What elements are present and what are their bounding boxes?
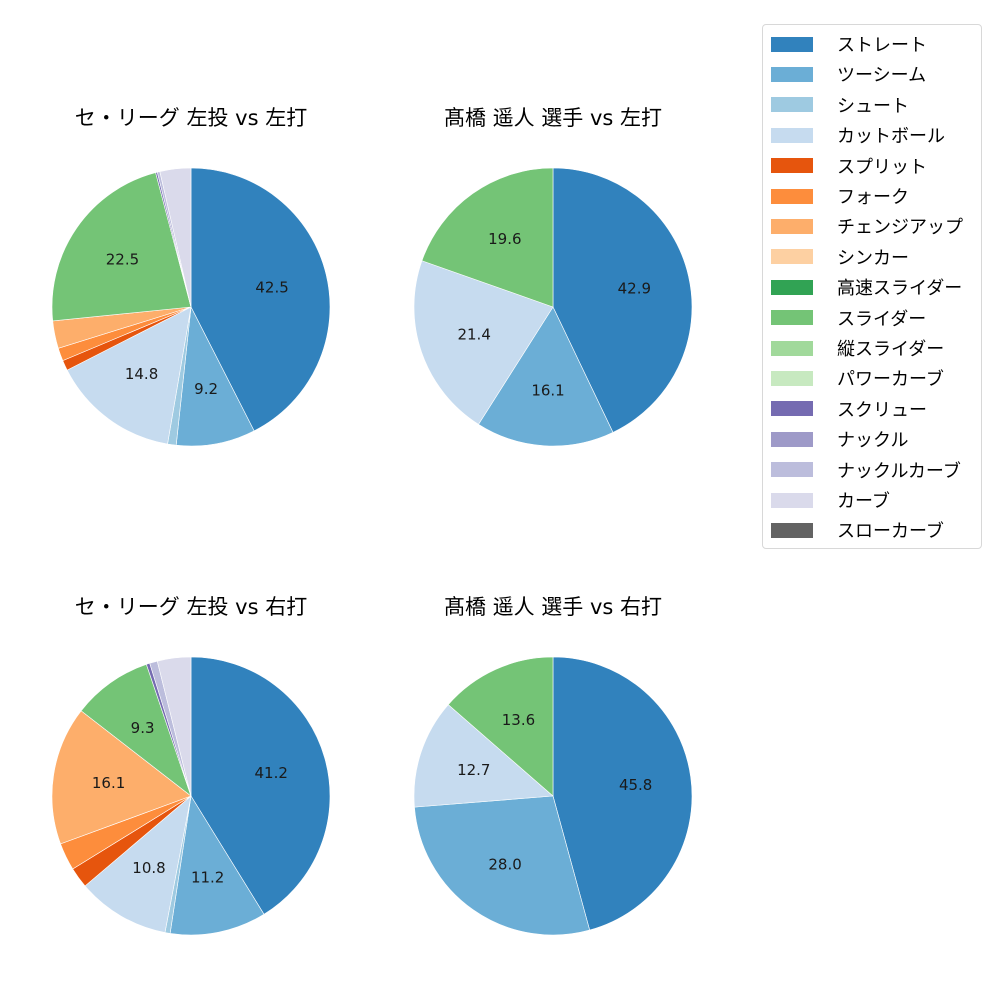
pie-slice bbox=[156, 656, 192, 797]
pie-slice bbox=[478, 306, 614, 447]
pie-slice bbox=[414, 795, 591, 936]
legend-label: カットボール bbox=[837, 126, 945, 148]
legend-swatch bbox=[771, 462, 813, 478]
legend-label: スクリュー bbox=[837, 399, 927, 421]
legend-item: パワーカーブ bbox=[771, 363, 944, 393]
slice-percent-label: 42.9 bbox=[618, 280, 651, 298]
chart-title: セ・リーグ 左投 vs 左打 bbox=[74, 106, 308, 130]
legend-label: シンカー bbox=[837, 247, 909, 269]
legend-label: ストレート bbox=[837, 35, 927, 56]
legend-swatch bbox=[771, 431, 813, 447]
legend-item: シュート bbox=[771, 90, 909, 120]
slice-percent-label: 9.2 bbox=[194, 380, 218, 398]
slice-percent-label: 19.6 bbox=[488, 230, 521, 248]
slice-percent-label: 16.1 bbox=[92, 774, 125, 792]
legend-swatch bbox=[771, 340, 813, 356]
chart-title: 髙橋 遥人 選手 vs 右打 bbox=[443, 595, 663, 619]
legend-item: ツーシーム bbox=[771, 59, 926, 89]
pie-chart: 45.8 28.0 12.7 13.6 bbox=[413, 656, 693, 936]
legend-item: チェンジアップ bbox=[771, 211, 963, 241]
pie-slice bbox=[447, 656, 554, 797]
pie-slice bbox=[169, 795, 265, 936]
pie-slice bbox=[190, 167, 331, 432]
legend-item: シンカー bbox=[771, 242, 909, 272]
legend-swatch bbox=[771, 66, 813, 82]
legend-label: チェンジアップ bbox=[837, 217, 963, 239]
legend-item: ナックルカーブ bbox=[771, 455, 961, 485]
legend-label: スプリット bbox=[837, 156, 927, 178]
pie-slice bbox=[51, 172, 192, 322]
pie-slice bbox=[175, 305, 255, 447]
slice-percent-label: 41.2 bbox=[255, 764, 288, 782]
pie-slice bbox=[552, 656, 693, 931]
legend-swatch bbox=[771, 218, 813, 234]
pie-slice bbox=[413, 260, 554, 425]
legend-swatch bbox=[771, 370, 813, 386]
legend-label: フォーク bbox=[837, 187, 909, 208]
legend-swatch bbox=[771, 158, 813, 174]
legend-item: カットボール bbox=[771, 120, 945, 150]
pie-chart: 41.2 11.2 10.8 16.1 9.3 bbox=[51, 656, 331, 936]
slice-percent-label: 21.4 bbox=[457, 325, 490, 343]
slice-percent-label: 12.7 bbox=[457, 761, 490, 779]
legend-label: ツーシーム bbox=[837, 65, 927, 87]
legend-swatch bbox=[771, 127, 813, 143]
pie-slice bbox=[80, 663, 192, 797]
legend-swatch bbox=[771, 36, 813, 52]
legend-swatch bbox=[771, 279, 813, 295]
legend-item: スローカーブ bbox=[771, 515, 944, 545]
legend-item: ストレート bbox=[771, 29, 927, 59]
legend-item: ナックル bbox=[771, 424, 908, 454]
slice-percent-label: 16.1 bbox=[531, 381, 564, 399]
legend-item: スクリュー bbox=[771, 394, 927, 424]
slice-percent-label: 11.2 bbox=[191, 869, 224, 887]
pie-slice bbox=[413, 704, 554, 808]
legend-swatch bbox=[771, 249, 813, 265]
slice-percent-label: 28.0 bbox=[488, 855, 521, 873]
legend-item: スプリット bbox=[771, 151, 927, 181]
legend-label: 縦スライダー bbox=[837, 339, 945, 360]
legend-swatch bbox=[771, 188, 813, 204]
legend-swatch bbox=[771, 310, 813, 326]
legend-swatch bbox=[771, 97, 813, 113]
slice-percent-label: 14.8 bbox=[125, 365, 158, 383]
pie-chart: 42.5 9.2 14.8 22.5 bbox=[51, 167, 331, 447]
pie-slice bbox=[51, 710, 192, 845]
legend: ストレートツーシームシュートカットボール スプリットフォークチェンジアップ シンカー… bbox=[762, 24, 982, 549]
slice-percent-label: 22.5 bbox=[106, 250, 139, 268]
chart-title: セ・リーグ 左投 vs 右打 bbox=[74, 595, 308, 619]
legend-label: 高速スライダー bbox=[837, 278, 963, 300]
legend-label: パワーカーブ bbox=[837, 369, 944, 391]
legend-swatch bbox=[771, 492, 813, 508]
legend-label: シュート bbox=[837, 95, 909, 117]
pie-slice bbox=[421, 167, 554, 308]
legend-item: カーブ bbox=[771, 485, 890, 515]
chart-title: 髙橋 遥人 選手 vs 左打 bbox=[443, 106, 663, 130]
pie-slice bbox=[190, 656, 331, 915]
legend-label: ナックルカーブ bbox=[837, 460, 961, 482]
legend-item: フォーク bbox=[771, 181, 909, 211]
legend-swatch bbox=[771, 522, 813, 538]
legend-item: スライダー bbox=[771, 303, 926, 333]
pie-slice bbox=[84, 795, 192, 933]
legend-swatch bbox=[771, 401, 813, 417]
slice-percent-label: 13.6 bbox=[502, 711, 535, 729]
slice-percent-label: 9.3 bbox=[131, 719, 155, 737]
legend-label: ナックル bbox=[837, 430, 909, 452]
slice-percent-label: 45.8 bbox=[619, 776, 652, 794]
slice-percent-label: 42.5 bbox=[255, 279, 288, 297]
legend-label: スライダー bbox=[837, 308, 927, 330]
legend-item: 高速スライダー bbox=[771, 272, 962, 302]
pie-slice bbox=[66, 306, 192, 445]
pie-chart: 42.9 16.1 21.4 19.6 bbox=[413, 167, 693, 447]
pie-slice bbox=[159, 167, 192, 308]
legend-label: カーブ bbox=[837, 491, 890, 512]
legend-label: スローカーブ bbox=[837, 521, 944, 543]
legend-item: 縦スライダー bbox=[771, 333, 944, 363]
slice-percent-label: 10.8 bbox=[132, 859, 165, 877]
pie-slice bbox=[552, 167, 693, 433]
